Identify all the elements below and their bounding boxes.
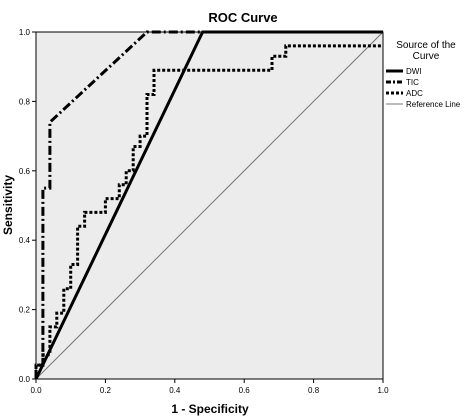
- legend-label-tic: TIC: [406, 78, 419, 87]
- y-tick-label: 0.6: [19, 167, 31, 176]
- x-tick-label: 0.0: [30, 386, 42, 395]
- series-dwi-line: [34, 30, 383, 380]
- y-tick-label: 0.4: [19, 236, 31, 245]
- y-axis-label: Sensitivity: [1, 175, 15, 235]
- x-tick-label: 0.4: [169, 386, 181, 395]
- legend-label-dwi: DWI: [406, 67, 422, 76]
- legend: Source of the Curve DWI TIC ADC Reference Li…: [386, 40, 461, 109]
- legend-title: Source of the Curve: [396, 40, 456, 62]
- x-tick-label: 0.8: [308, 386, 320, 395]
- y-tick-label: 1.0: [19, 28, 31, 37]
- legend-label-reference-line: Reference Line: [406, 100, 461, 109]
- chart-title: ROC Curve: [208, 10, 277, 25]
- series-tic-line: [34, 30, 383, 379]
- x-tick-label: 0.6: [239, 386, 251, 395]
- y-tick-label: 0.0: [19, 375, 31, 384]
- x-axis-ticks: 0.0 0.2 0.4 0.6 0.8 1.0: [30, 379, 389, 395]
- x-tick-label: 1.0: [377, 386, 389, 395]
- y-tick-label: 0.8: [19, 97, 31, 106]
- series-reference-line-line: [35, 31, 384, 380]
- x-axis-label: 1 - Specificity: [171, 402, 249, 416]
- series-adc-line: [34, 44, 383, 379]
- y-tick-label: 0.2: [19, 306, 31, 315]
- series-layer: [34, 30, 384, 380]
- y-axis-ticks: 0.0 0.2 0.4 0.6 0.8 1.0: [19, 28, 36, 384]
- legend-label-adc: ADC: [406, 89, 423, 98]
- x-tick-label: 0.2: [100, 386, 112, 395]
